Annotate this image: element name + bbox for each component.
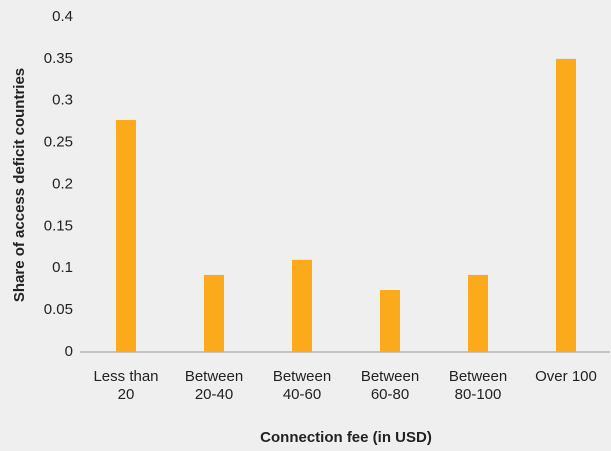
y-tick-label: 0.35 [44,50,73,67]
x-tick-label: Between 80-100 [448,368,508,403]
y-tick-label: 0.4 [52,8,73,25]
bar [556,58,576,352]
y-tick-label: 0.2 [52,175,73,192]
y-axis-title: Share of access deficit countries [11,68,28,302]
bar [468,274,488,352]
x-axis-title: Connection fee (in USD) [260,429,432,446]
bar [116,120,136,352]
x-tick-label: Over 100 [535,368,597,385]
x-tick-label: Between 20-40 [184,368,244,403]
x-tick-label: Between 60-80 [360,368,420,403]
x-tick-label: Less than 20 [93,368,159,403]
x-tick-label: Between 40-60 [272,368,332,403]
bar [204,274,224,352]
bar [380,290,400,352]
y-tick-label: 0.05 [44,301,73,318]
y-tick-label: 0.1 [52,259,73,276]
y-tick-label: 0 [65,343,73,360]
bar [292,259,312,352]
y-tick-label: 0.25 [44,134,73,151]
y-tick-label: 0.3 [52,92,73,109]
y-tick-label: 0.15 [44,217,73,234]
